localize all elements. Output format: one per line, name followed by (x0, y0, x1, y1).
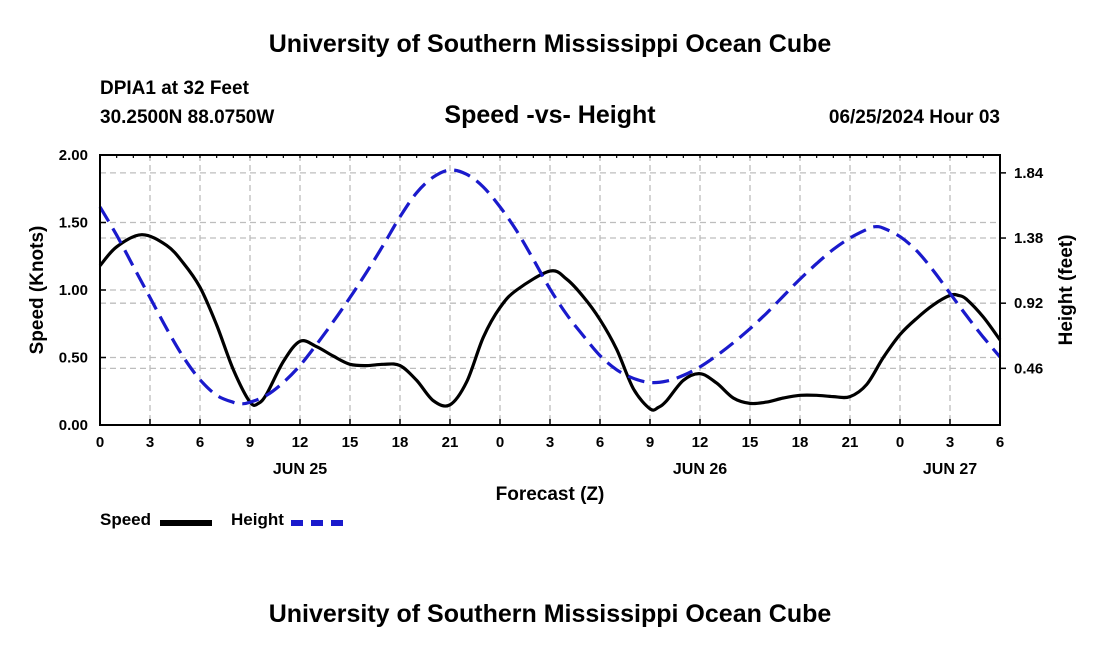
x-tick-label: 21 (442, 434, 459, 451)
x-tick-label: 18 (792, 434, 809, 451)
x-tick-label: 6 (596, 434, 604, 451)
y-left-tick-label: 1.00 (59, 282, 88, 299)
y-left-tick-label: 2.00 (59, 147, 88, 164)
x-tick-label: 0 (896, 434, 904, 451)
y-right-tick-label: 0.92 (1014, 295, 1043, 312)
x-date-label: JUN 25 (273, 461, 327, 478)
x-tick-label: 3 (946, 434, 954, 451)
series-layer (98, 168, 1002, 412)
x-date-label: JUN 26 (673, 461, 727, 478)
y-left-tick-label: 0.00 (59, 417, 88, 434)
y-right-tick-label: 1.38 (1014, 230, 1043, 247)
station-label: DPIA1 at 32 Feet (100, 78, 249, 99)
speed-series-line (98, 233, 1002, 412)
x-tick-label: 9 (246, 434, 254, 451)
forecast-datetime: 06/25/2024 Hour 03 (828, 107, 1000, 128)
x-date-label: JUN 27 (923, 461, 977, 478)
x-tick-label: 15 (742, 434, 759, 451)
height-series-line (98, 168, 1002, 406)
x-tick-label: 9 (646, 434, 654, 451)
x-tick-label: 12 (692, 434, 709, 451)
x-tick-label: 12 (292, 434, 309, 451)
footer-title: University of Southern Mississippi Ocean… (268, 600, 832, 628)
x-tick-label: 6 (196, 434, 204, 451)
legend-speed-swatch (160, 520, 212, 526)
x-tick-label: 6 (996, 434, 1004, 451)
header-title: University of Southern Mississippi Ocean… (268, 30, 832, 58)
y-axis-left-title: Speed (Knots) (27, 226, 48, 355)
y-left-tick-label: 0.50 (59, 350, 88, 367)
x-tick-label: 0 (96, 434, 104, 451)
x-tick-label: 18 (392, 434, 409, 451)
x-tick-label: 3 (546, 434, 554, 451)
y-right-tick-label: 0.46 (1014, 360, 1043, 377)
chart-subtitle: Speed -vs- Height (444, 101, 656, 129)
station-coords: 30.2500N 88.0750W (100, 107, 275, 128)
axes-layer: 0 3 6 9 12 15 18 21 0 3 6 9 12 15 18 21 0 3 6 JUN 25 JUN 26 J… (59, 147, 1044, 478)
legend-height-label: Height (231, 510, 284, 529)
x-axis-title: Forecast (Z) (496, 484, 605, 505)
x-tick-label: 3 (146, 434, 154, 451)
y-left-tick-label: 1.50 (59, 215, 88, 232)
legend-speed-label: Speed (100, 510, 152, 529)
x-tick-label: 21 (842, 434, 859, 451)
legend-height-swatch (291, 520, 343, 526)
x-tick-label: 15 (342, 434, 359, 451)
y-right-tick-label: 1.84 (1014, 165, 1044, 182)
y-axis-right-title: Height (feet) (1056, 235, 1077, 346)
x-tick-label: 0 (496, 434, 504, 451)
